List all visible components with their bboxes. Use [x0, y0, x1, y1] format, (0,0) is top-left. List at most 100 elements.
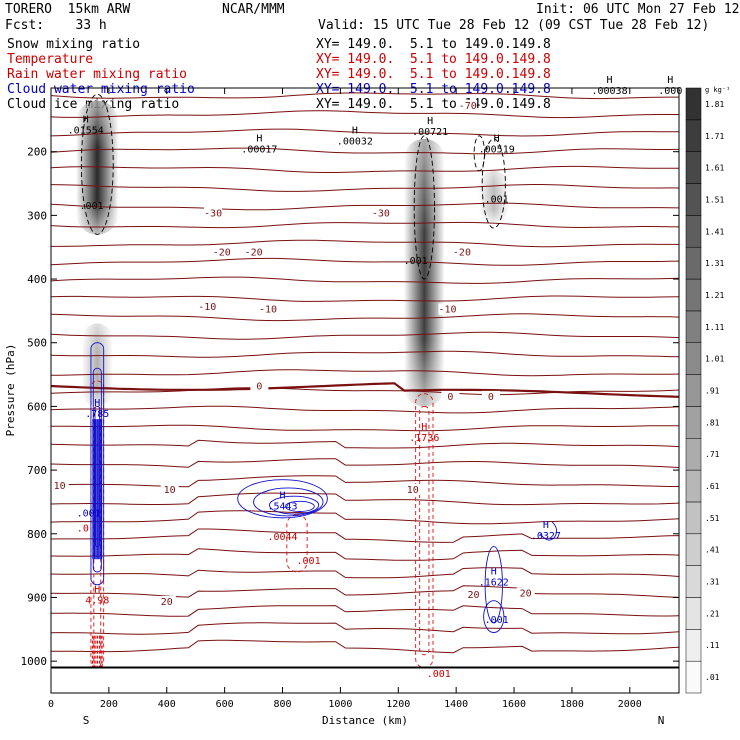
isotherm	[51, 184, 679, 192]
contour-label: .001	[79, 201, 103, 212]
y-tick-label: 900	[27, 591, 47, 604]
isotherm-label-bg	[458, 99, 477, 111]
cloud-ice-contour	[413, 135, 435, 280]
colorbar-swatch	[685, 119, 702, 152]
isotherm	[51, 567, 679, 579]
maximum-marker: H	[83, 115, 89, 126]
colorbar-label: .41	[705, 546, 720, 555]
freezing-isotherm	[51, 382, 679, 398]
x-tick-label: 1800	[560, 699, 584, 710]
colorbar-label: .81	[705, 418, 720, 427]
isotherm	[51, 639, 679, 654]
x-tick-label: 1600	[502, 699, 526, 710]
maximum-marker: H	[256, 134, 262, 145]
colorbar-label: 1.71	[705, 132, 724, 141]
isotherm	[51, 424, 679, 432]
isotherm	[51, 165, 679, 173]
isotherm	[51, 257, 679, 266]
isotherm-label: -10	[438, 305, 456, 316]
colorbar-label: .91	[705, 387, 720, 396]
south-end-label: S	[83, 714, 90, 727]
colorbar-label: 1.51	[705, 195, 724, 204]
maximum-marker: H	[667, 75, 673, 86]
cloud-water-contour	[284, 500, 315, 512]
x-tick-label: 200	[100, 699, 118, 710]
field-label-snow: Snow mixing ratio	[7, 37, 141, 52]
maximum-value: .1736	[409, 433, 439, 444]
cloud-water-contour	[253, 487, 324, 517]
cloud-water-contour	[269, 495, 320, 515]
isotherm	[51, 331, 679, 340]
isotherm	[51, 405, 679, 414]
maximum-value: .00038	[591, 86, 627, 97]
colorbar-label: 1.01	[705, 355, 724, 364]
isotherm	[51, 492, 679, 506]
y-tick-label: 200	[27, 146, 47, 159]
maximum-marker: H	[421, 422, 427, 433]
contour-label: .001	[404, 256, 428, 267]
maximum-value: 4.98	[85, 596, 109, 607]
rain-contour	[419, 405, 430, 656]
isotherm	[51, 510, 679, 525]
x-tick-label: 600	[216, 699, 234, 710]
colorbar-swatch	[685, 215, 702, 248]
colorbar-swatch	[685, 469, 702, 503]
north-end-label: N	[658, 714, 665, 727]
isotherm	[51, 313, 679, 322]
isotherm-label-bg	[212, 246, 231, 258]
colorbar-swatch	[685, 660, 702, 694]
isotherm-label-bg	[157, 595, 176, 607]
isotherm-label: 0	[488, 392, 494, 403]
isotherm-label-bg	[452, 246, 471, 258]
x-tick-label: 2000	[618, 699, 642, 710]
isotherm-label-bg	[244, 246, 263, 258]
isotherm-label: -20	[213, 247, 231, 258]
maximum-marker: H	[94, 398, 100, 409]
isotherm-label-bg	[198, 301, 217, 313]
colorbar-label: .51	[705, 514, 720, 523]
cloud-ice-contour	[80, 93, 114, 235]
isotherm-label: 0	[256, 382, 262, 393]
isotherm-label: -10	[198, 302, 216, 313]
x-axis-title: Distance (km)	[322, 714, 408, 727]
maximum-marker: H	[427, 116, 433, 127]
isotherm-label: -10	[259, 305, 277, 316]
isotherm	[51, 110, 679, 119]
maximum-value: .00721	[412, 127, 448, 138]
colorbar-swatch	[685, 342, 702, 375]
isotherm-label: 20	[468, 590, 480, 601]
isotherm-label-bg	[250, 380, 269, 392]
contour-label: .0044	[267, 532, 297, 543]
organization: NCAR/MMM	[222, 2, 285, 17]
isotherm-label: -30	[372, 208, 390, 219]
colorbar-label: .61	[705, 482, 720, 491]
colorbar-label: 1.11	[705, 323, 724, 332]
maximum-marker: H	[352, 125, 358, 136]
maximum-marker: H	[607, 75, 613, 86]
isotherm	[51, 239, 679, 248]
contour-label: .001	[77, 508, 101, 519]
colorbar-label: .21	[705, 609, 720, 618]
rain-contour	[90, 380, 105, 668]
y-tick-label: 1000	[21, 655, 48, 668]
colorbar-swatch	[685, 246, 702, 280]
isotherm	[51, 605, 679, 617]
field-label-cloud-water: Cloud water mixing ratio	[7, 82, 195, 97]
y-tick-label: 800	[27, 528, 47, 541]
isotherm	[51, 475, 679, 488]
forecast-hour: Fcst: 33 h	[5, 18, 107, 33]
isotherm-label: -70	[459, 101, 477, 112]
maximum-value: .1622	[479, 578, 509, 589]
isotherm-label: 20	[520, 589, 532, 600]
x-tick-label: 800	[273, 699, 291, 710]
y-tick-label: 300	[27, 209, 47, 222]
isotherm	[51, 528, 679, 543]
colorbar-label: 1.41	[705, 227, 724, 236]
field-label-temperature: Temperature	[7, 52, 94, 67]
colorbar-label: .01	[705, 673, 720, 682]
colorbar-swatch	[685, 438, 702, 471]
field-xy-temperature: XY= 149.0. 5.1 to 149.0.149.8	[316, 52, 551, 67]
isotherm	[51, 350, 679, 358]
cloud-water-contour	[483, 600, 505, 633]
maximum-marker: H	[543, 520, 549, 531]
